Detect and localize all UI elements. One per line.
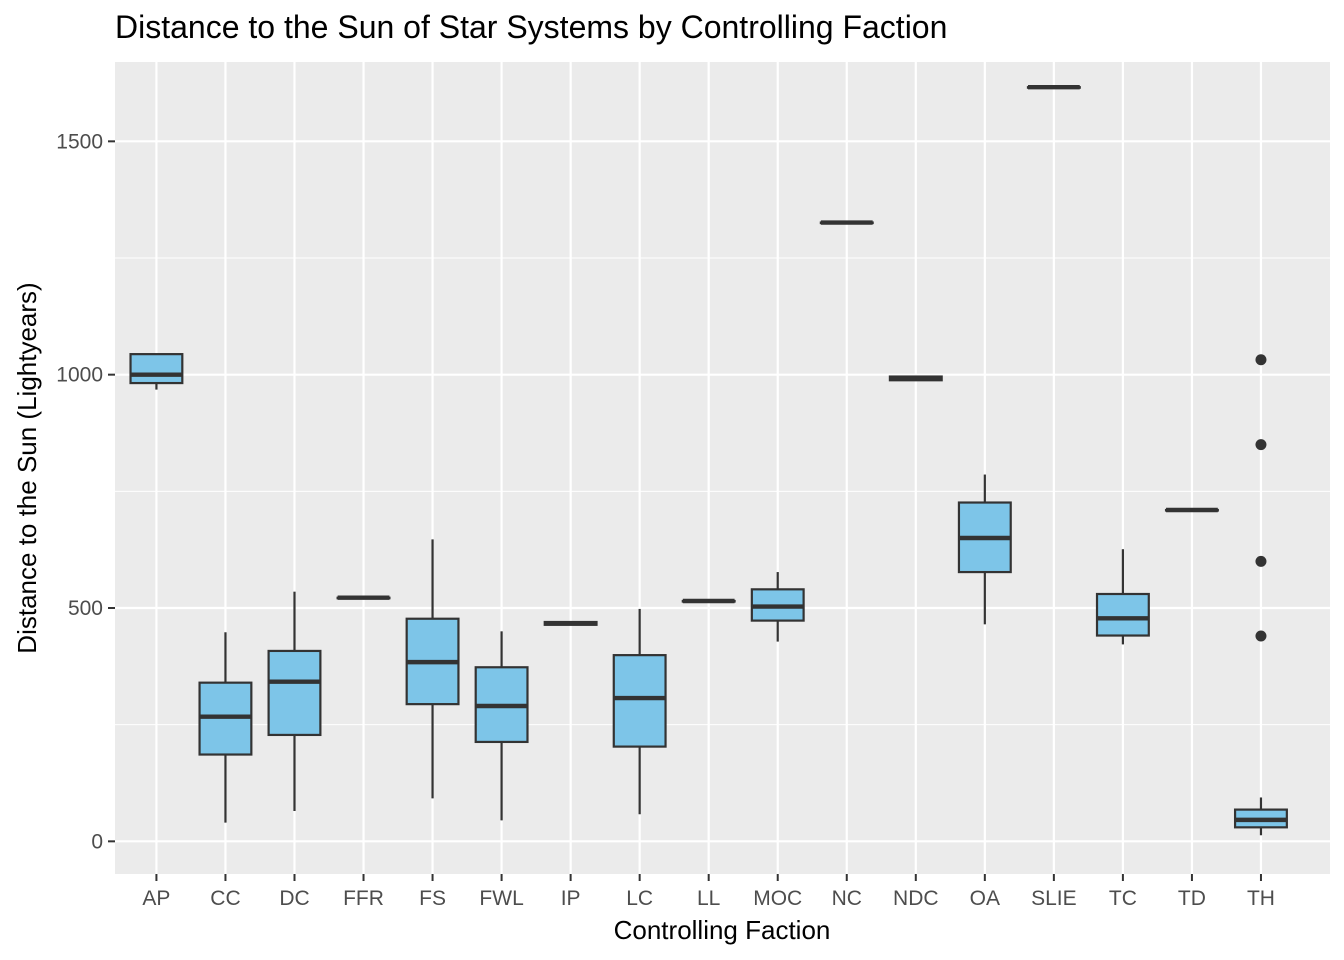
box-iqr — [1095, 592, 1150, 637]
box-slie — [1026, 84, 1081, 90]
x-tick-label: OA — [970, 887, 1000, 910]
box-iqr — [612, 654, 667, 748]
outlier-point — [1255, 354, 1267, 366]
box-ffr — [336, 595, 391, 600]
box-tc — [1095, 549, 1150, 645]
x-tick-label: SLIE — [1031, 887, 1077, 910]
box-ip — [543, 620, 598, 626]
x-tick-label: DC — [279, 887, 309, 910]
box-cc — [198, 632, 253, 823]
box-moc — [750, 572, 805, 642]
box-dc — [267, 591, 322, 811]
outlier-point — [1255, 439, 1267, 451]
box-lc — [612, 608, 667, 815]
outlier-point — [1255, 630, 1267, 642]
x-tick-label: FS — [419, 887, 446, 910]
x-tick-label: TD — [1178, 887, 1206, 910]
y-axis: 0 500 1000 1500 — [56, 130, 115, 853]
x-tick-label: TC — [1109, 887, 1137, 910]
box-fs — [405, 539, 460, 799]
box-oa — [957, 474, 1012, 625]
plot-panel — [115, 62, 1330, 874]
box-ndc — [888, 375, 943, 382]
box-iqr — [129, 353, 184, 385]
x-axis: AP CC DC FFR FS FWL IP LC LL MOC NC NDC OA SLIE TC TD TH — [142, 874, 1275, 910]
outlier-point — [1255, 555, 1267, 567]
grid-lines — [115, 62, 1330, 874]
x-axis-title: Controlling Faction — [614, 915, 831, 945]
x-tick-label: AP — [142, 887, 170, 910]
chart-title: Distance to the Sun of Star Systems by C… — [115, 9, 947, 45]
x-tick-label: LL — [697, 887, 720, 910]
x-tick-label: IP — [561, 887, 581, 910]
box-series — [129, 84, 1288, 836]
box-iqr — [267, 649, 322, 737]
y-tick-label: 500 — [68, 597, 103, 620]
box-td — [1164, 507, 1219, 513]
x-tick-label: MOC — [753, 887, 802, 910]
box-fwl — [474, 631, 529, 821]
y-tick-label: 1000 — [56, 364, 103, 387]
box-nc — [819, 220, 874, 225]
box-ll — [681, 598, 736, 604]
x-tick-label: LC — [626, 887, 653, 910]
x-tick-label: CC — [210, 887, 240, 910]
box-ap — [129, 353, 184, 390]
x-tick-label: NC — [832, 887, 862, 910]
x-tick-label: TH — [1247, 887, 1275, 910]
box-th — [1233, 354, 1288, 836]
y-axis-title: Distance to the Sun (Lightyears) — [12, 282, 42, 653]
y-tick-label: 1500 — [56, 130, 103, 153]
y-tick-label: 0 — [91, 830, 103, 853]
x-tick-label: FWL — [479, 887, 523, 910]
x-tick-label: FFR — [343, 887, 384, 910]
x-tick-label: NDC — [893, 887, 939, 910]
